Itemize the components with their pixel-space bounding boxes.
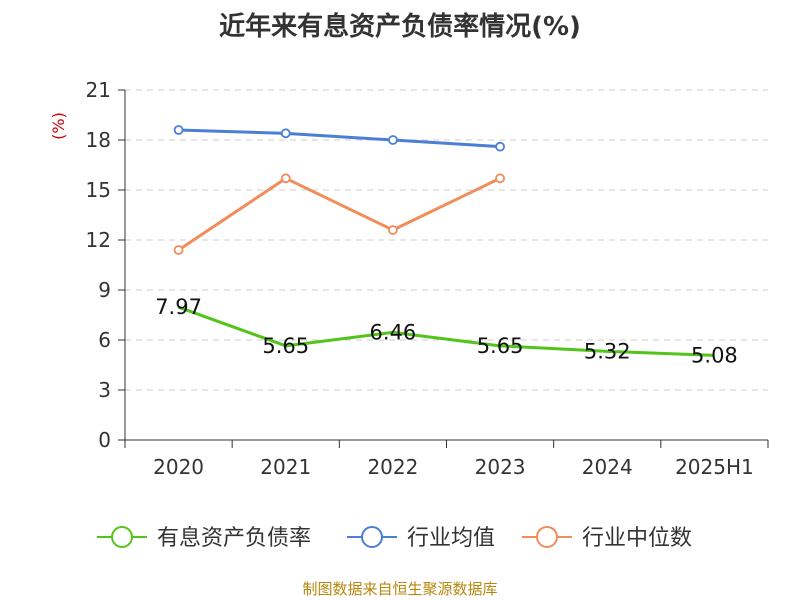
data-label: 5.32 xyxy=(584,339,631,363)
x-tick-label: 2022 xyxy=(367,455,418,479)
legend-item: 有息资产负债率 xyxy=(97,526,311,551)
grid-layer xyxy=(125,89,768,391)
data-point xyxy=(173,125,184,135)
legend-marker xyxy=(536,526,558,548)
data-label: 6.46 xyxy=(370,320,417,344)
y-tick-label: 21 xyxy=(86,78,111,102)
data-point xyxy=(388,135,398,145)
y-tick-label: 12 xyxy=(86,228,111,252)
x-tick-label: 2024 xyxy=(582,455,633,479)
y-tick-label: 15 xyxy=(86,178,111,202)
series-layer xyxy=(173,125,715,357)
x-tick-label: 2021 xyxy=(260,455,311,479)
source-note: 制图数据来自恒生聚源数据库 xyxy=(302,580,498,598)
chart-title: 近年来有息资产负债率情况(%) xyxy=(219,12,581,42)
data-point xyxy=(495,141,505,152)
data-label-layer: 7.97 5.65 6.46 5.65 5.32 5.08 xyxy=(155,295,738,367)
data-label: 5.65 xyxy=(477,334,524,358)
data-point xyxy=(388,225,398,235)
legend-label: 行业均值 xyxy=(407,526,495,551)
x-tick-label: 2023 xyxy=(475,455,526,479)
legend-label: 有息资产负债率 xyxy=(157,526,311,551)
x-tick-label: 2025H1 xyxy=(675,455,754,479)
series-line xyxy=(177,176,501,252)
y-tick-label: 3 xyxy=(98,378,111,402)
data-point xyxy=(495,173,505,184)
data-point xyxy=(280,173,291,184)
data-label: 5.65 xyxy=(262,334,309,358)
legend-marker xyxy=(111,526,133,548)
data-label: 5.08 xyxy=(691,343,738,367)
data-point xyxy=(173,245,184,255)
y-unit-label: (%) xyxy=(49,112,68,140)
series-line xyxy=(178,305,715,357)
legend-item: 行业中位数 xyxy=(522,526,692,551)
data-label: 7.97 xyxy=(155,295,202,319)
axis-layer: 0 3 6 9 12 15 18 21 (%) 2020 2021 2022 2023 2024 2025H… xyxy=(49,78,769,479)
legend-marker xyxy=(361,526,383,548)
data-point xyxy=(280,128,291,139)
y-tick-label: 6 xyxy=(98,328,111,352)
legend-label: 行业中位数 xyxy=(582,526,692,551)
y-tick-label: 18 xyxy=(86,128,111,152)
y-tick-label: 0 xyxy=(98,428,111,452)
legend: 有息资产负债率 行业均值 行业中位数 xyxy=(97,526,692,551)
x-tick-label: 2020 xyxy=(153,455,204,479)
series-line xyxy=(178,128,501,149)
y-tick-label: 9 xyxy=(98,278,111,302)
legend-item: 行业均值 xyxy=(347,526,495,551)
